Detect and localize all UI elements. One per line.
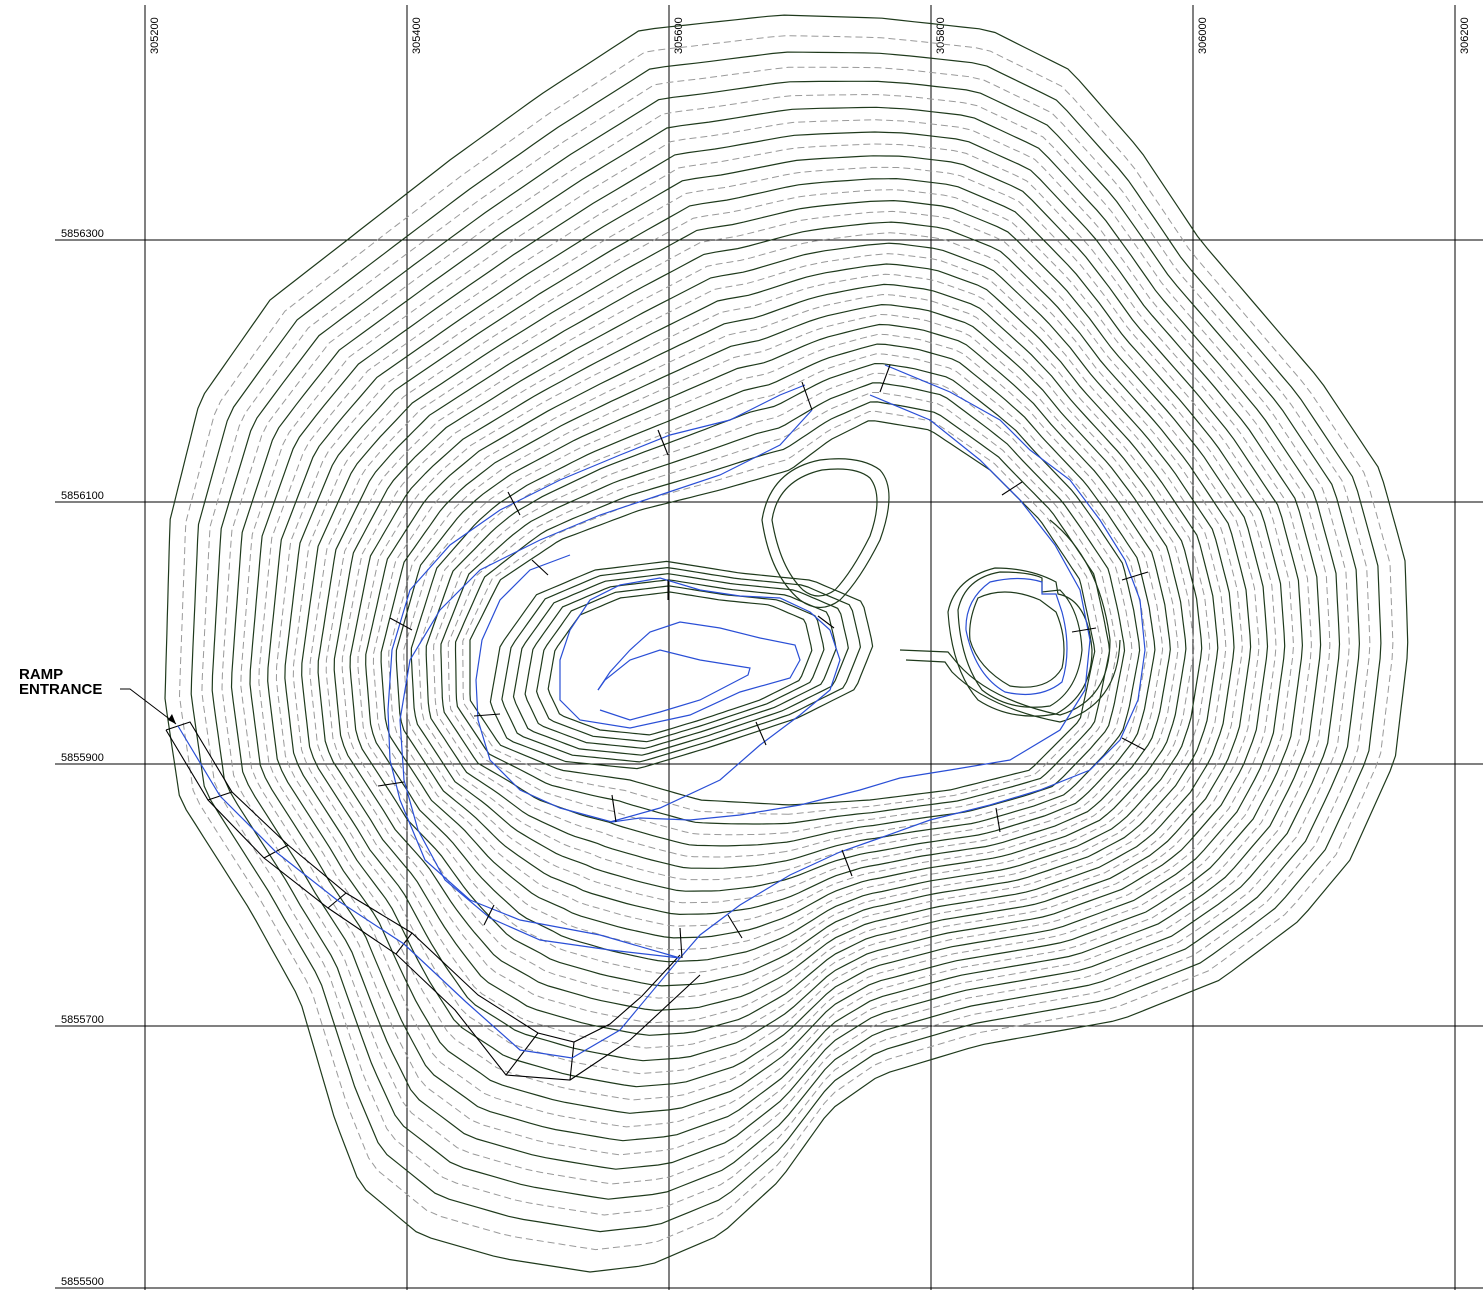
callout-leader-line xyxy=(120,688,177,725)
bench-contour xyxy=(425,362,1141,869)
easting-grid xyxy=(144,5,1456,1290)
easting-label: 305400 xyxy=(411,17,423,54)
ramp-entrance-callout: RAMP ENTRANCE xyxy=(19,666,177,725)
bench-contour xyxy=(395,323,1171,916)
bench-crest-dashed-contour xyxy=(447,392,1118,836)
easting-label: 306200 xyxy=(1459,17,1471,54)
easting-label: 305800 xyxy=(935,17,947,54)
pit-contours-inner xyxy=(333,242,1235,1012)
northing-label: 5855700 xyxy=(61,1014,104,1026)
bench-contour xyxy=(365,283,1203,963)
bench-crest-dashed-contour xyxy=(403,333,1164,904)
northing-label: 5856100 xyxy=(61,490,104,502)
west-pit-floor-contour xyxy=(547,591,813,736)
northing-label: 5855500 xyxy=(61,1276,104,1288)
bench-crest-dashed-contour xyxy=(433,372,1133,858)
callout-label-line1: RAMP xyxy=(19,666,63,683)
bench-contour xyxy=(440,382,1126,847)
northing-grid xyxy=(55,239,1483,1289)
bench-crest-dashed-contour xyxy=(418,353,1148,881)
bench-contour xyxy=(469,420,1096,806)
west-pit-floor-contour xyxy=(501,566,862,763)
bench-crest-dashed-contour xyxy=(201,66,1371,1216)
arrowhead-icon xyxy=(168,714,176,724)
west-pit-floor-contour xyxy=(535,585,825,743)
bench-contour xyxy=(454,401,1111,825)
bench-contour xyxy=(410,343,1156,892)
bench-contour xyxy=(267,155,1304,1114)
bench-crest-dashed-contour xyxy=(221,94,1350,1185)
bench-crest-dashed-contour xyxy=(292,189,1277,1075)
bench-contour xyxy=(230,106,1341,1170)
bench-crest-dashed-contour xyxy=(325,232,1243,1024)
bench-contour xyxy=(190,51,1382,1233)
bench-contour xyxy=(317,221,1252,1036)
bench-crest-dashed-contour xyxy=(240,119,1331,1156)
callout-label-line2: ENTRANCE xyxy=(19,681,102,698)
bench-crest-dashed-contour xyxy=(372,293,1195,951)
bench-crest-dashed-contour xyxy=(275,166,1295,1101)
bench-contour xyxy=(284,177,1286,1088)
west-pit-floor-contour xyxy=(512,573,849,756)
bench-contour xyxy=(164,14,1409,1273)
west-pit-floor-contour xyxy=(489,560,874,770)
northing-label: 5856300 xyxy=(61,228,104,240)
bench-contour xyxy=(211,80,1361,1200)
bench-crest-dashed-contour xyxy=(178,35,1394,1251)
ramp-road-segments xyxy=(165,721,701,1081)
bench-contour xyxy=(380,303,1187,939)
pit-contours-outer xyxy=(164,14,1409,1273)
bench-crest-dashed-contour xyxy=(341,253,1227,999)
easting-labels: 305200 305400 305600 305800 306000 30620… xyxy=(149,17,1471,54)
central-neck-contours xyxy=(761,458,1121,723)
bench-contour xyxy=(349,263,1219,987)
bench-contour xyxy=(249,131,1322,1142)
easting-label: 306000 xyxy=(1197,17,1209,54)
easting-label: 305200 xyxy=(149,17,161,54)
east-sump-contours xyxy=(947,567,1093,717)
bench-contour xyxy=(333,242,1235,1012)
bench-crest-dashed-contour xyxy=(357,273,1211,975)
bench-crest-dashed-contour xyxy=(388,313,1179,927)
bench-contour xyxy=(301,199,1269,1062)
bench-ticks xyxy=(377,364,1149,959)
ramp-centerline xyxy=(177,364,1146,1059)
west-pit-floor-contour xyxy=(524,579,837,750)
northing-labels: 5856300 5856100 5855900 5855700 5855500 xyxy=(61,228,104,1288)
northing-label: 5855900 xyxy=(61,752,104,764)
bench-crest-dashed-contour xyxy=(462,410,1103,815)
